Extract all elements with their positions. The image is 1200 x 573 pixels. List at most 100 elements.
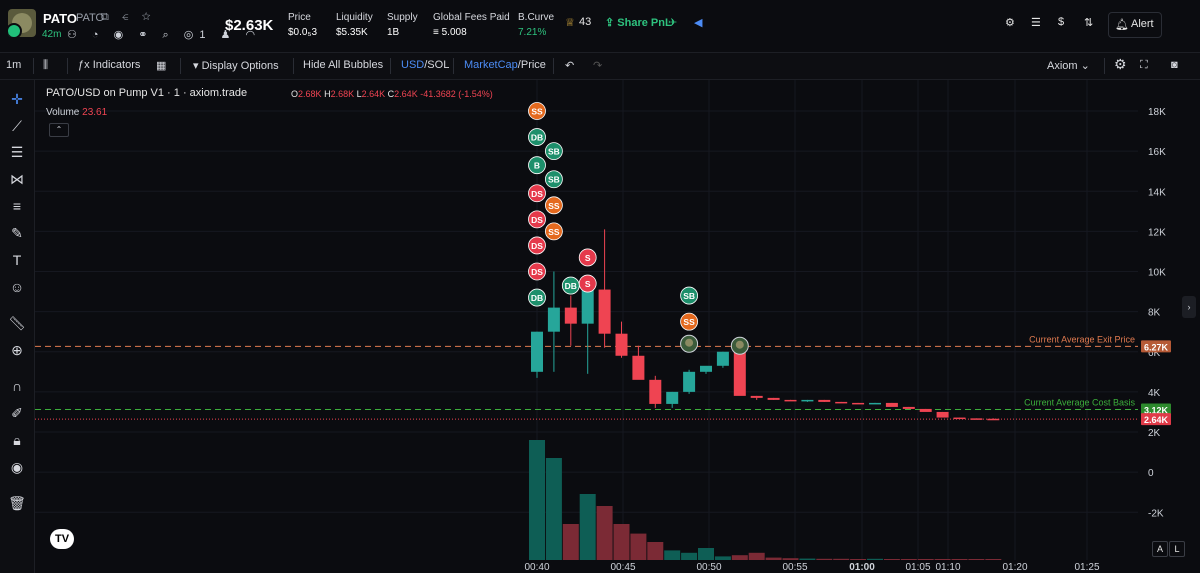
candle-body [564,307,577,324]
lock-icon[interactable]: 🔒︎ [13,432,21,448]
last-price-tag-bg [1141,413,1171,426]
ruler-icon[interactable]: 📏︎ [8,315,26,331]
last-price-tag: 2.64K [1144,415,1169,425]
trade-bubble [528,210,546,229]
volume-bar [630,533,647,560]
trade-bubble-label: DS [531,189,543,199]
trade-bubble [528,184,546,203]
exit-price-tag-bg [1141,340,1171,353]
stat-liquidity: Liquidity $5.35K [336,12,373,38]
volume-bar [816,558,833,560]
pitchfork-icon[interactable]: ⋈ [10,171,24,187]
trade-bubble [680,312,698,331]
y-tick-label: 4K [1148,388,1161,399]
megaphone-icon[interactable]: ◀ [694,17,703,29]
log-scale-button[interactable]: L [1169,541,1185,557]
trash-icon[interactable]: 🗑︎ [8,495,26,511]
stat-global-fees: Global Fees Paid ≡ 5.008 [433,12,510,38]
volume-bar [529,440,545,560]
settings-icon[interactable]: ⚙ [1005,17,1015,29]
volume-bar [748,552,765,560]
x-tick-label: 00:50 [696,562,721,573]
fullscreen-icon[interactable]: ⛶ [1140,59,1148,71]
trend-line-icon[interactable]: ⟋ [12,118,22,134]
zoom-icon[interactable]: ⊕ [11,342,23,358]
horizontal-lines-icon[interactable]: ☰ [10,144,24,160]
social-icons[interactable]: ⚇ ◔ ◉ ⚭ ⌕ ◎1 ♟ ◠ [67,29,262,41]
candle-body [615,333,628,356]
alert-button[interactable]: 🔔︎ Alert [1108,12,1162,38]
candle-type-icon[interactable]: ⫼ [43,59,49,71]
sort-icon[interactable]: ⇅ [1084,17,1094,29]
token-name[interactable]: PATO [43,11,77,26]
y-tick-label: 18K [1148,107,1166,118]
token-symbol: PATO [76,12,105,24]
function-icon: ƒx [78,59,90,71]
trade-bubble [545,196,563,215]
share-pnl-button[interactable]: ⇪ Share PnL [605,17,672,29]
candle-body [700,365,712,372]
candle-body [784,399,797,402]
y-tick-label: 14K [1148,187,1166,198]
token-action-icons[interactable]: ⧉ ⋲ ☆ [101,11,156,23]
layout-grid-icon[interactable]: ▦ [156,60,167,72]
drawing-toolbar: ✛ ⟋ ☰ ⋈ ≡ ✎ T ☺ 📏︎ ⊕ ∩ ✐ 🔒︎ ◉ 🗑︎ [0,80,35,573]
emoji-icon[interactable]: ☺ [9,279,25,295]
eye-icon[interactable]: ◉ [10,459,24,475]
indicators-button[interactable]: ƒx Indicators [78,59,141,71]
candle-body [987,418,1000,421]
provider-select[interactable]: Axiom ⌄ [1047,60,1090,72]
marketcap-price-toggle[interactable]: MarketCap/Price [464,59,546,71]
redo-icon[interactable]: ↷ [593,60,603,72]
tradingview-logo[interactable]: TV [50,529,74,549]
price-chart[interactable]: 18K 16K 14K 12K 10K 8K 6K 4K 2K 0 -2K 00:40 00:45 00:… [35,80,1195,573]
right-panel-toggle[interactable]: › [1182,296,1196,318]
trade-bubble-label: SB [548,147,560,157]
usd-sol-toggle[interactable]: USD/SOL [401,59,450,71]
screenshot-icon[interactable]: ◙ [1171,59,1178,71]
token-logo[interactable] [8,9,36,37]
x-tick-label: 01:20 [1002,562,1027,573]
display-options-button[interactable]: ▾ Display Options [193,60,279,72]
trade-bubble [545,170,563,189]
brush-icon[interactable]: ✎ [11,225,23,241]
auto-scale-button[interactable]: A [1152,541,1168,557]
volume-bar [647,542,664,560]
volume-bar [579,494,596,560]
pin-icon[interactable]: ✈ [668,17,678,29]
cost-basis-tag: 3.12K [1144,406,1169,416]
trade-bubble [528,288,546,307]
candle-body [835,401,848,404]
lock-drawing-icon[interactable]: ✐ [11,405,23,421]
trade-bubble-label: SS [548,227,560,237]
candle-body [581,289,594,324]
magnet-icon[interactable]: ∩ [11,378,23,394]
hide-bubbles-button[interactable]: Hide All Bubbles [303,59,384,71]
trade-bubble [528,128,546,146]
cost-basis-tag-bg [1141,403,1171,416]
trade-bubble-label: SS [683,317,695,327]
trade-bubble [545,222,563,241]
volume-bar [613,524,630,560]
exit-price-tag: 6.27K [1144,342,1169,352]
y-tick-label: 12K [1148,227,1166,238]
interval-button[interactable]: 1m [6,59,22,71]
undo-icon[interactable]: ↶ [565,60,575,72]
chart-settings-icon[interactable]: ⚙ [1114,56,1127,72]
top-bar: PATO PATO ⧉ ⋲ ☆ 42m ⚇ ◔ ◉ ⚭ ⌕ ◎1 ♟ ◠ $2.… [0,0,1200,53]
fib-icon[interactable]: ≡ [12,198,22,214]
candle-body [885,402,898,407]
candle-body [733,351,746,396]
currency-icon[interactable]: $ [1058,16,1065,28]
list-icon[interactable]: ☰ [1031,17,1041,29]
candle-body [666,391,679,404]
trade-bubble [528,236,546,255]
volume-bar [883,559,900,560]
text-icon[interactable]: T [12,252,22,268]
volume-bar [900,559,917,560]
trade-bubble-label: SB [683,291,695,301]
candle-body [649,379,662,404]
crosshair-icon[interactable]: ✛ [11,91,23,107]
alert-label: Alert [1131,18,1154,30]
collapse-legend-button[interactable]: ⌃ [49,123,69,137]
